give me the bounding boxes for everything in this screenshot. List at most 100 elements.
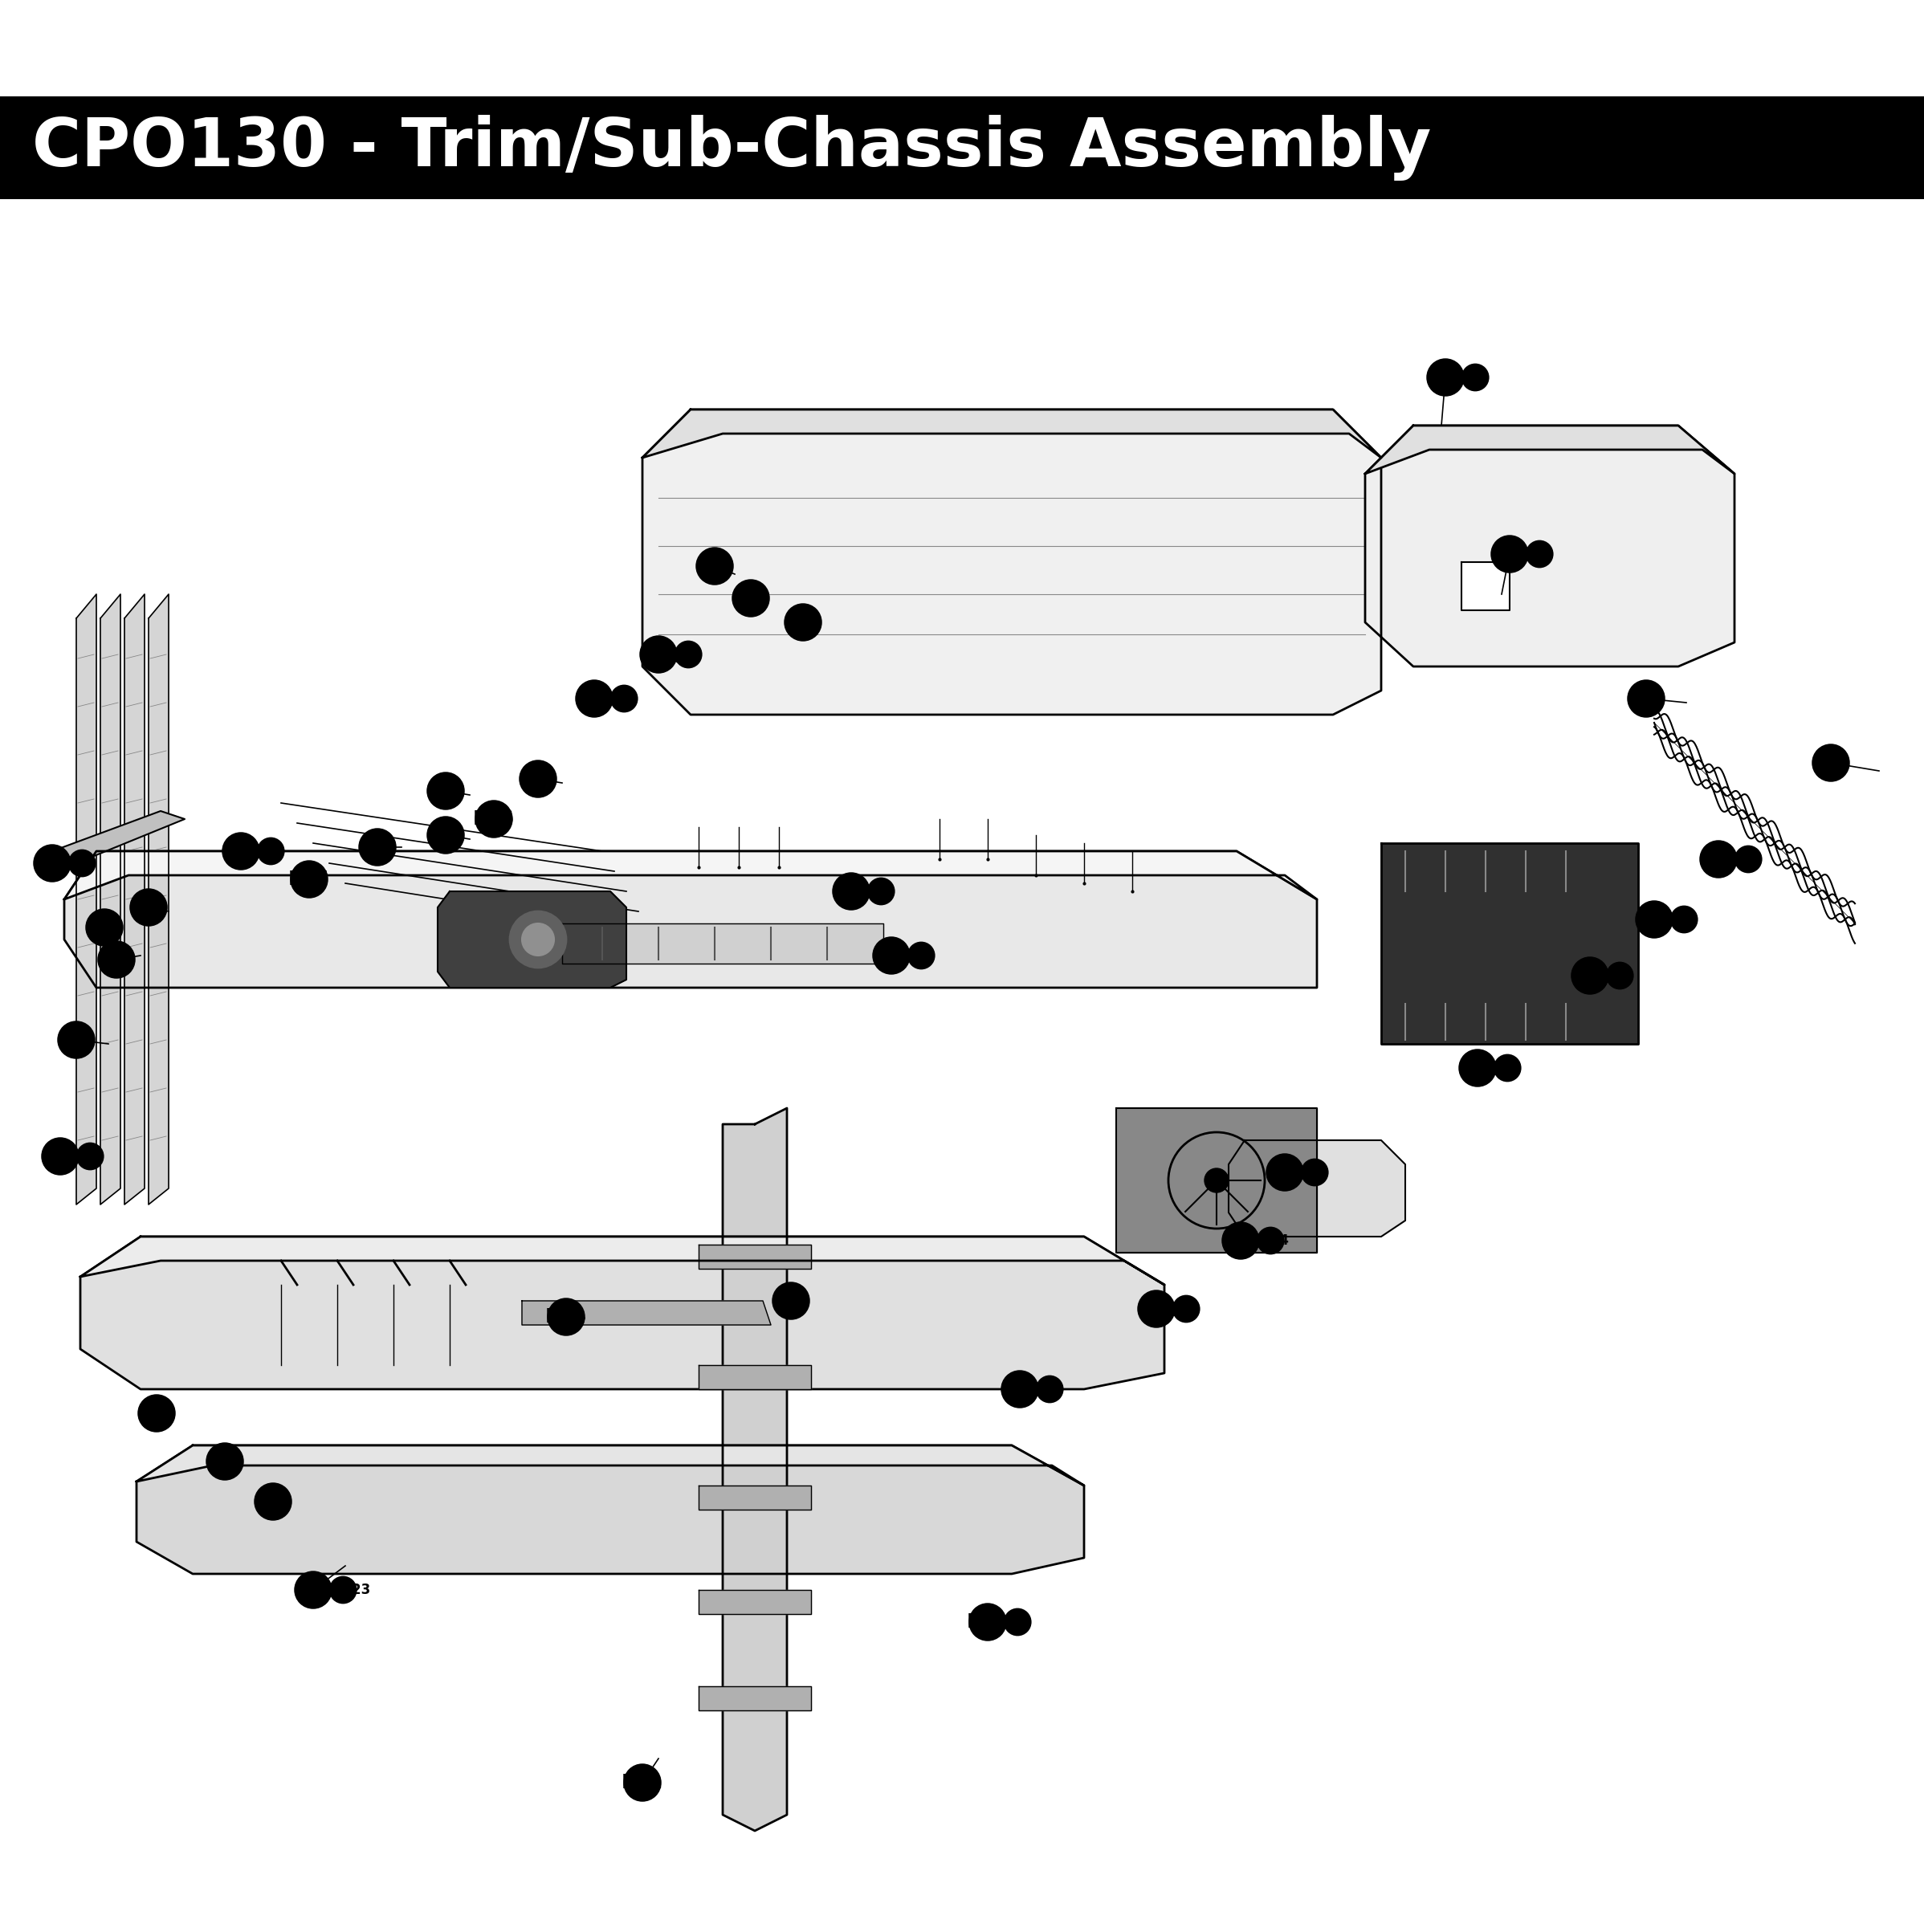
Circle shape <box>519 761 556 796</box>
Circle shape <box>98 943 135 978</box>
Polygon shape <box>698 1590 812 1613</box>
Text: F1: F1 <box>737 589 764 609</box>
Text: 13: 13 <box>260 1492 287 1511</box>
Text: 32: 32 <box>1632 690 1660 709</box>
Text: F17: F17 <box>67 856 96 871</box>
Text: 19: 19 <box>135 898 162 918</box>
Text: 7: 7 <box>1470 1059 1485 1078</box>
Text: 18: 18 <box>102 951 131 970</box>
Circle shape <box>331 1577 356 1604</box>
Text: F1: F1 <box>1530 547 1549 562</box>
Circle shape <box>1303 1159 1328 1184</box>
Circle shape <box>292 862 327 896</box>
Circle shape <box>1139 1291 1174 1327</box>
Circle shape <box>1224 1223 1258 1258</box>
Text: F20: F20 <box>1004 1615 1031 1629</box>
Text: 21: 21 <box>777 1291 804 1310</box>
Circle shape <box>42 1138 77 1175</box>
Text: 26: 26 <box>431 825 460 844</box>
Polygon shape <box>723 1109 787 1832</box>
Polygon shape <box>137 1445 1083 1575</box>
Circle shape <box>1037 1376 1062 1403</box>
Circle shape <box>1637 902 1672 937</box>
Polygon shape <box>643 410 1381 458</box>
Circle shape <box>521 923 554 956</box>
Polygon shape <box>1366 425 1735 473</box>
Text: F4: F4 <box>679 647 698 661</box>
Circle shape <box>510 912 566 968</box>
Polygon shape <box>562 923 883 964</box>
Polygon shape <box>63 852 1316 987</box>
Text: 28: 28 <box>837 881 866 900</box>
Circle shape <box>258 838 283 864</box>
Circle shape <box>868 879 895 904</box>
Circle shape <box>733 580 768 616</box>
Circle shape <box>1204 1169 1229 1192</box>
Circle shape <box>908 943 933 968</box>
Circle shape <box>427 817 464 852</box>
Text: 11: 11 <box>1006 1379 1033 1399</box>
Polygon shape <box>137 1445 1083 1486</box>
Circle shape <box>641 638 675 672</box>
Polygon shape <box>81 1236 1164 1285</box>
Text: 16: 16 <box>46 1148 75 1165</box>
Circle shape <box>1491 537 1528 572</box>
Circle shape <box>87 910 121 945</box>
Polygon shape <box>1366 425 1735 667</box>
Text: 31: 31 <box>700 556 729 576</box>
Text: F4: F4 <box>1177 1302 1195 1316</box>
Text: F26: F26 <box>473 810 514 829</box>
Circle shape <box>625 1766 660 1801</box>
Text: F21: F21 <box>621 1774 664 1793</box>
Polygon shape <box>52 811 185 864</box>
Polygon shape <box>698 1687 812 1710</box>
Text: F16: F16 <box>1493 1061 1522 1076</box>
Polygon shape <box>1462 562 1510 611</box>
Circle shape <box>1004 1609 1031 1634</box>
Text: F22F23: F22F23 <box>316 1582 371 1598</box>
Circle shape <box>1258 1227 1283 1254</box>
Circle shape <box>1002 1372 1037 1406</box>
Circle shape <box>612 686 637 711</box>
Circle shape <box>1460 1051 1495 1086</box>
Text: 9: 9 <box>1233 1231 1247 1250</box>
Text: 1: 1 <box>1439 367 1453 386</box>
Text: 30: 30 <box>645 645 673 665</box>
Circle shape <box>1268 1155 1303 1190</box>
Text: 29: 29 <box>877 947 906 966</box>
Circle shape <box>1701 842 1735 877</box>
Polygon shape <box>1116 1109 1316 1252</box>
Polygon shape <box>698 1486 812 1509</box>
Text: 24: 24 <box>431 781 460 800</box>
Polygon shape <box>1381 842 1637 1043</box>
Text: F11: F11 <box>868 885 895 898</box>
Circle shape <box>1428 359 1462 394</box>
Circle shape <box>223 833 258 869</box>
Circle shape <box>58 1022 94 1057</box>
Circle shape <box>1607 962 1633 989</box>
Circle shape <box>970 1604 1006 1640</box>
Text: 2: 2 <box>1503 545 1516 564</box>
Circle shape <box>77 1144 104 1169</box>
Text: 4: 4 <box>1712 850 1726 869</box>
Circle shape <box>35 846 69 881</box>
Text: 22: 22 <box>227 842 254 862</box>
Text: CPO130 - Trim/Sub-Chassis Assembly: CPO130 - Trim/Sub-Chassis Assembly <box>33 114 1431 182</box>
Text: 3: 3 <box>1824 753 1837 773</box>
Polygon shape <box>521 1300 772 1325</box>
Text: F2F4: F2F4 <box>1253 1233 1289 1248</box>
Circle shape <box>577 680 612 717</box>
Text: 5: 5 <box>1647 910 1660 929</box>
Text: F1: F1 <box>1306 1165 1324 1180</box>
Text: 6: 6 <box>1583 966 1597 985</box>
Circle shape <box>1462 365 1487 390</box>
Polygon shape <box>100 595 121 1204</box>
Text: F1: F1 <box>1466 371 1485 384</box>
Text: 25: 25 <box>523 769 552 788</box>
Text: 17: 17 <box>62 1030 90 1049</box>
Polygon shape <box>1229 1140 1405 1236</box>
Text: F11: F11 <box>1735 852 1762 866</box>
Circle shape <box>696 549 733 583</box>
Text: F15: F15 <box>1670 912 1697 927</box>
Text: F4: F4 <box>789 612 818 632</box>
